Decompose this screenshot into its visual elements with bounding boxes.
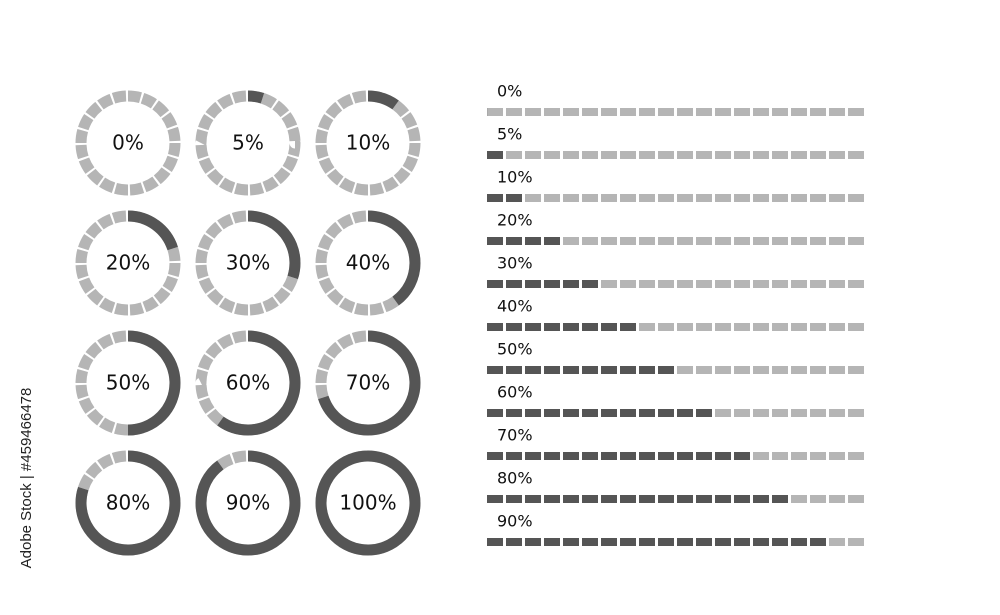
bar-label: 5% [497,125,522,144]
bar-label: 0% [497,82,522,101]
bar-label: 80% [497,469,533,488]
ring-progress [195,210,301,316]
ring-progress [315,330,421,436]
ring-progress [195,330,301,436]
bar-label: 10% [497,168,533,187]
ring-progress [315,90,421,196]
ring-progress [75,330,181,436]
bar-label: 60% [497,383,533,402]
ring-progress [315,450,421,556]
ring-label: 5% [232,131,264,155]
ring-progress [75,210,181,316]
ring-label: 10% [346,131,390,155]
ring-track [75,90,181,196]
bar-label: 40% [497,297,533,316]
ring-label: 100% [339,491,396,515]
ring-progress [315,210,421,316]
ring-label: 30% [226,251,270,275]
bar-label: 90% [497,512,533,531]
ring-label: 60% [226,371,270,395]
watermark: Adobe Stock | #459466478 [18,388,35,569]
ring-progress [195,90,301,196]
ring-label: 20% [106,251,150,275]
ring-label: 90% [226,491,270,515]
bar-label: 50% [497,340,533,359]
ring-label: 80% [106,491,150,515]
ring-label: 40% [346,251,390,275]
ring-label: 50% [106,371,150,395]
bar-label: 20% [497,211,533,230]
ring-progress [75,450,181,556]
bar-label: 30% [497,254,533,273]
ring-label: 0% [112,131,144,155]
ring-progress [195,450,301,556]
ring-label: 70% [346,371,390,395]
bar-label: 70% [497,426,533,445]
